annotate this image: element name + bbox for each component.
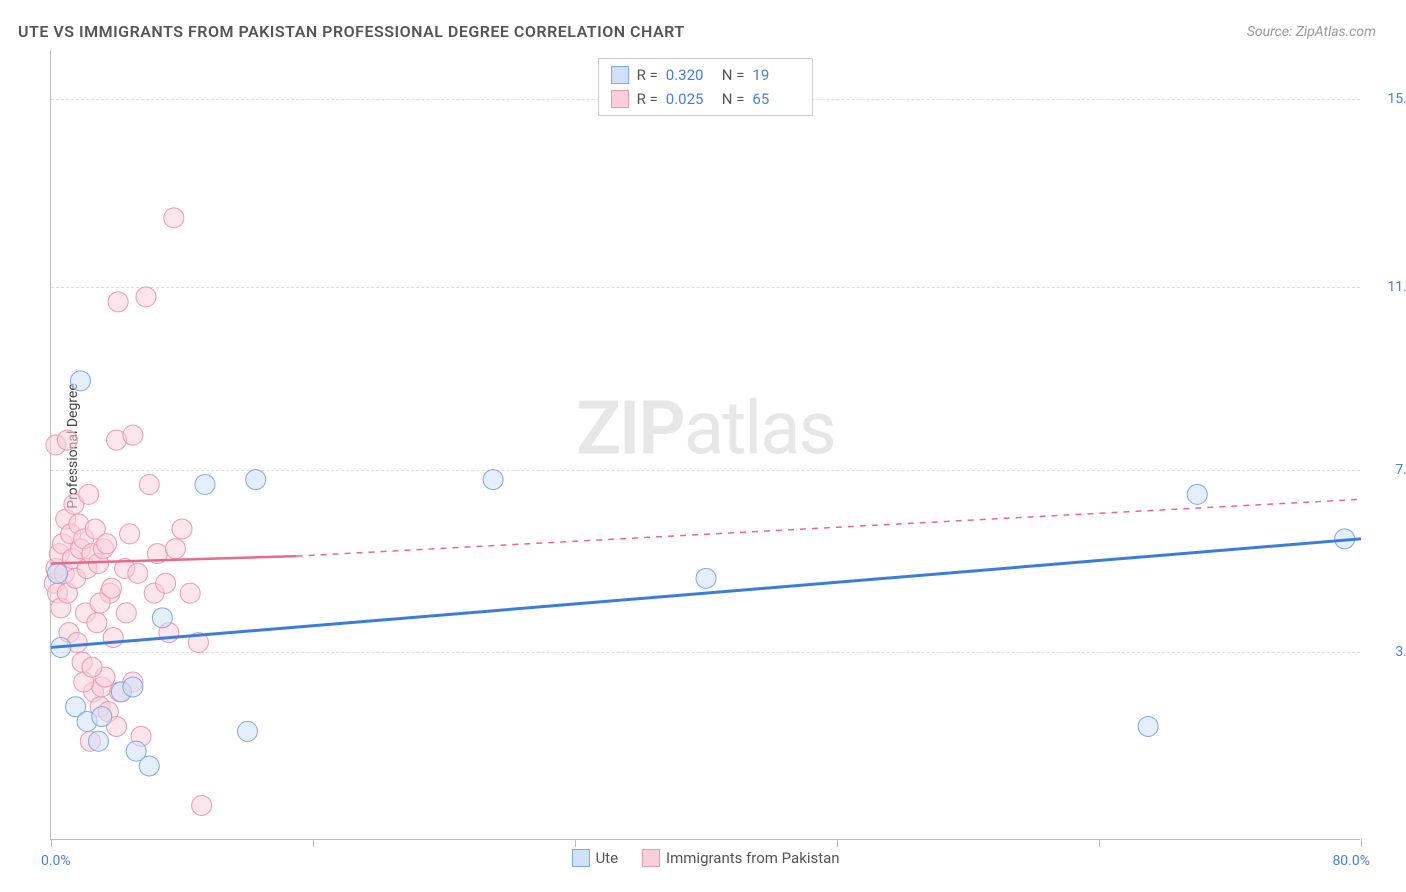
point-series1 [238, 721, 258, 741]
point-series2 [172, 519, 192, 539]
point-series1 [88, 731, 108, 751]
point-series1 [246, 470, 266, 490]
point-series1 [123, 677, 143, 697]
point-series2 [128, 563, 148, 583]
point-series2 [139, 475, 159, 495]
chart-source: Source: ZipAtlas.com [1247, 24, 1376, 40]
legend-swatch [611, 90, 629, 108]
point-series1 [1138, 716, 1158, 736]
stats-row: R = 0.320 N = 19 [611, 63, 801, 87]
point-series2 [116, 603, 136, 623]
point-series1 [195, 475, 215, 495]
trend-line-series1 [51, 539, 1361, 648]
trend-line-series2-dash [297, 499, 1361, 556]
stat-r-label: R = [637, 63, 658, 87]
x-tick [51, 839, 52, 847]
y-tick-label: 11.2% [1387, 279, 1406, 295]
point-series2 [156, 573, 176, 593]
point-series2 [97, 534, 117, 554]
point-series2 [102, 578, 122, 598]
stats-legend: R = 0.320 N = 19 R = 0.025 N = 65 [598, 58, 814, 116]
point-series2 [164, 208, 184, 228]
legend-swatch [571, 849, 589, 867]
stat-n-value: 19 [752, 63, 800, 87]
stat-n-label: N = [722, 63, 745, 87]
stat-r-label: R = [637, 87, 658, 111]
y-tick-label: 15.0% [1387, 91, 1406, 107]
x-axis-max: 80.0% [1332, 853, 1370, 869]
point-series2 [103, 628, 123, 648]
point-series1 [92, 707, 112, 727]
y-tick-label: 3.8% [1395, 644, 1406, 660]
point-series1 [139, 756, 159, 776]
x-axis-min: 0.0% [41, 853, 71, 869]
series-legend-label: Immigrants from Pakistan [666, 849, 840, 867]
point-series1 [483, 470, 503, 490]
x-tick [1099, 839, 1100, 847]
stat-r-value: 0.320 [666, 63, 714, 87]
plot-area: ZIPatlas 3.8%7.5%11.2%15.0% R =0.320N =1… [50, 50, 1360, 840]
point-series2 [192, 795, 212, 815]
point-series2 [57, 430, 77, 450]
stat-r-value: 0.025 [666, 87, 714, 111]
point-series2 [87, 613, 107, 633]
point-series1 [696, 568, 716, 588]
point-series2 [79, 484, 99, 504]
point-series1 [48, 563, 68, 583]
chart-svg [51, 50, 1360, 839]
series-legend: Ute Immigrants from Pakistan [571, 849, 839, 867]
point-series2 [123, 425, 143, 445]
y-tick-label: 7.5% [1395, 462, 1406, 478]
x-tick [575, 839, 576, 847]
point-series2 [180, 583, 200, 603]
point-series2 [165, 539, 185, 559]
series-legend-item: Ute [571, 849, 618, 867]
point-series1 [152, 608, 172, 628]
point-series1 [70, 371, 90, 391]
legend-swatch [611, 66, 629, 84]
series-legend-label: Ute [595, 849, 618, 867]
x-tick [1361, 839, 1362, 847]
point-series2 [136, 287, 156, 307]
x-tick [313, 839, 314, 847]
point-series2 [108, 292, 128, 312]
point-series1 [1187, 484, 1207, 504]
x-tick [837, 839, 838, 847]
stat-n-label: N = [722, 87, 745, 111]
point-series2 [82, 657, 102, 677]
legend-swatch [642, 849, 660, 867]
chart-title: UTE VS IMMIGRANTS FROM PAKISTAN PROFESSI… [18, 22, 685, 41]
stat-n-value: 65 [752, 87, 800, 111]
point-series2 [120, 524, 140, 544]
series-legend-item: Immigrants from Pakistan [642, 849, 840, 867]
stats-row: R = 0.025 N = 65 [611, 87, 801, 111]
